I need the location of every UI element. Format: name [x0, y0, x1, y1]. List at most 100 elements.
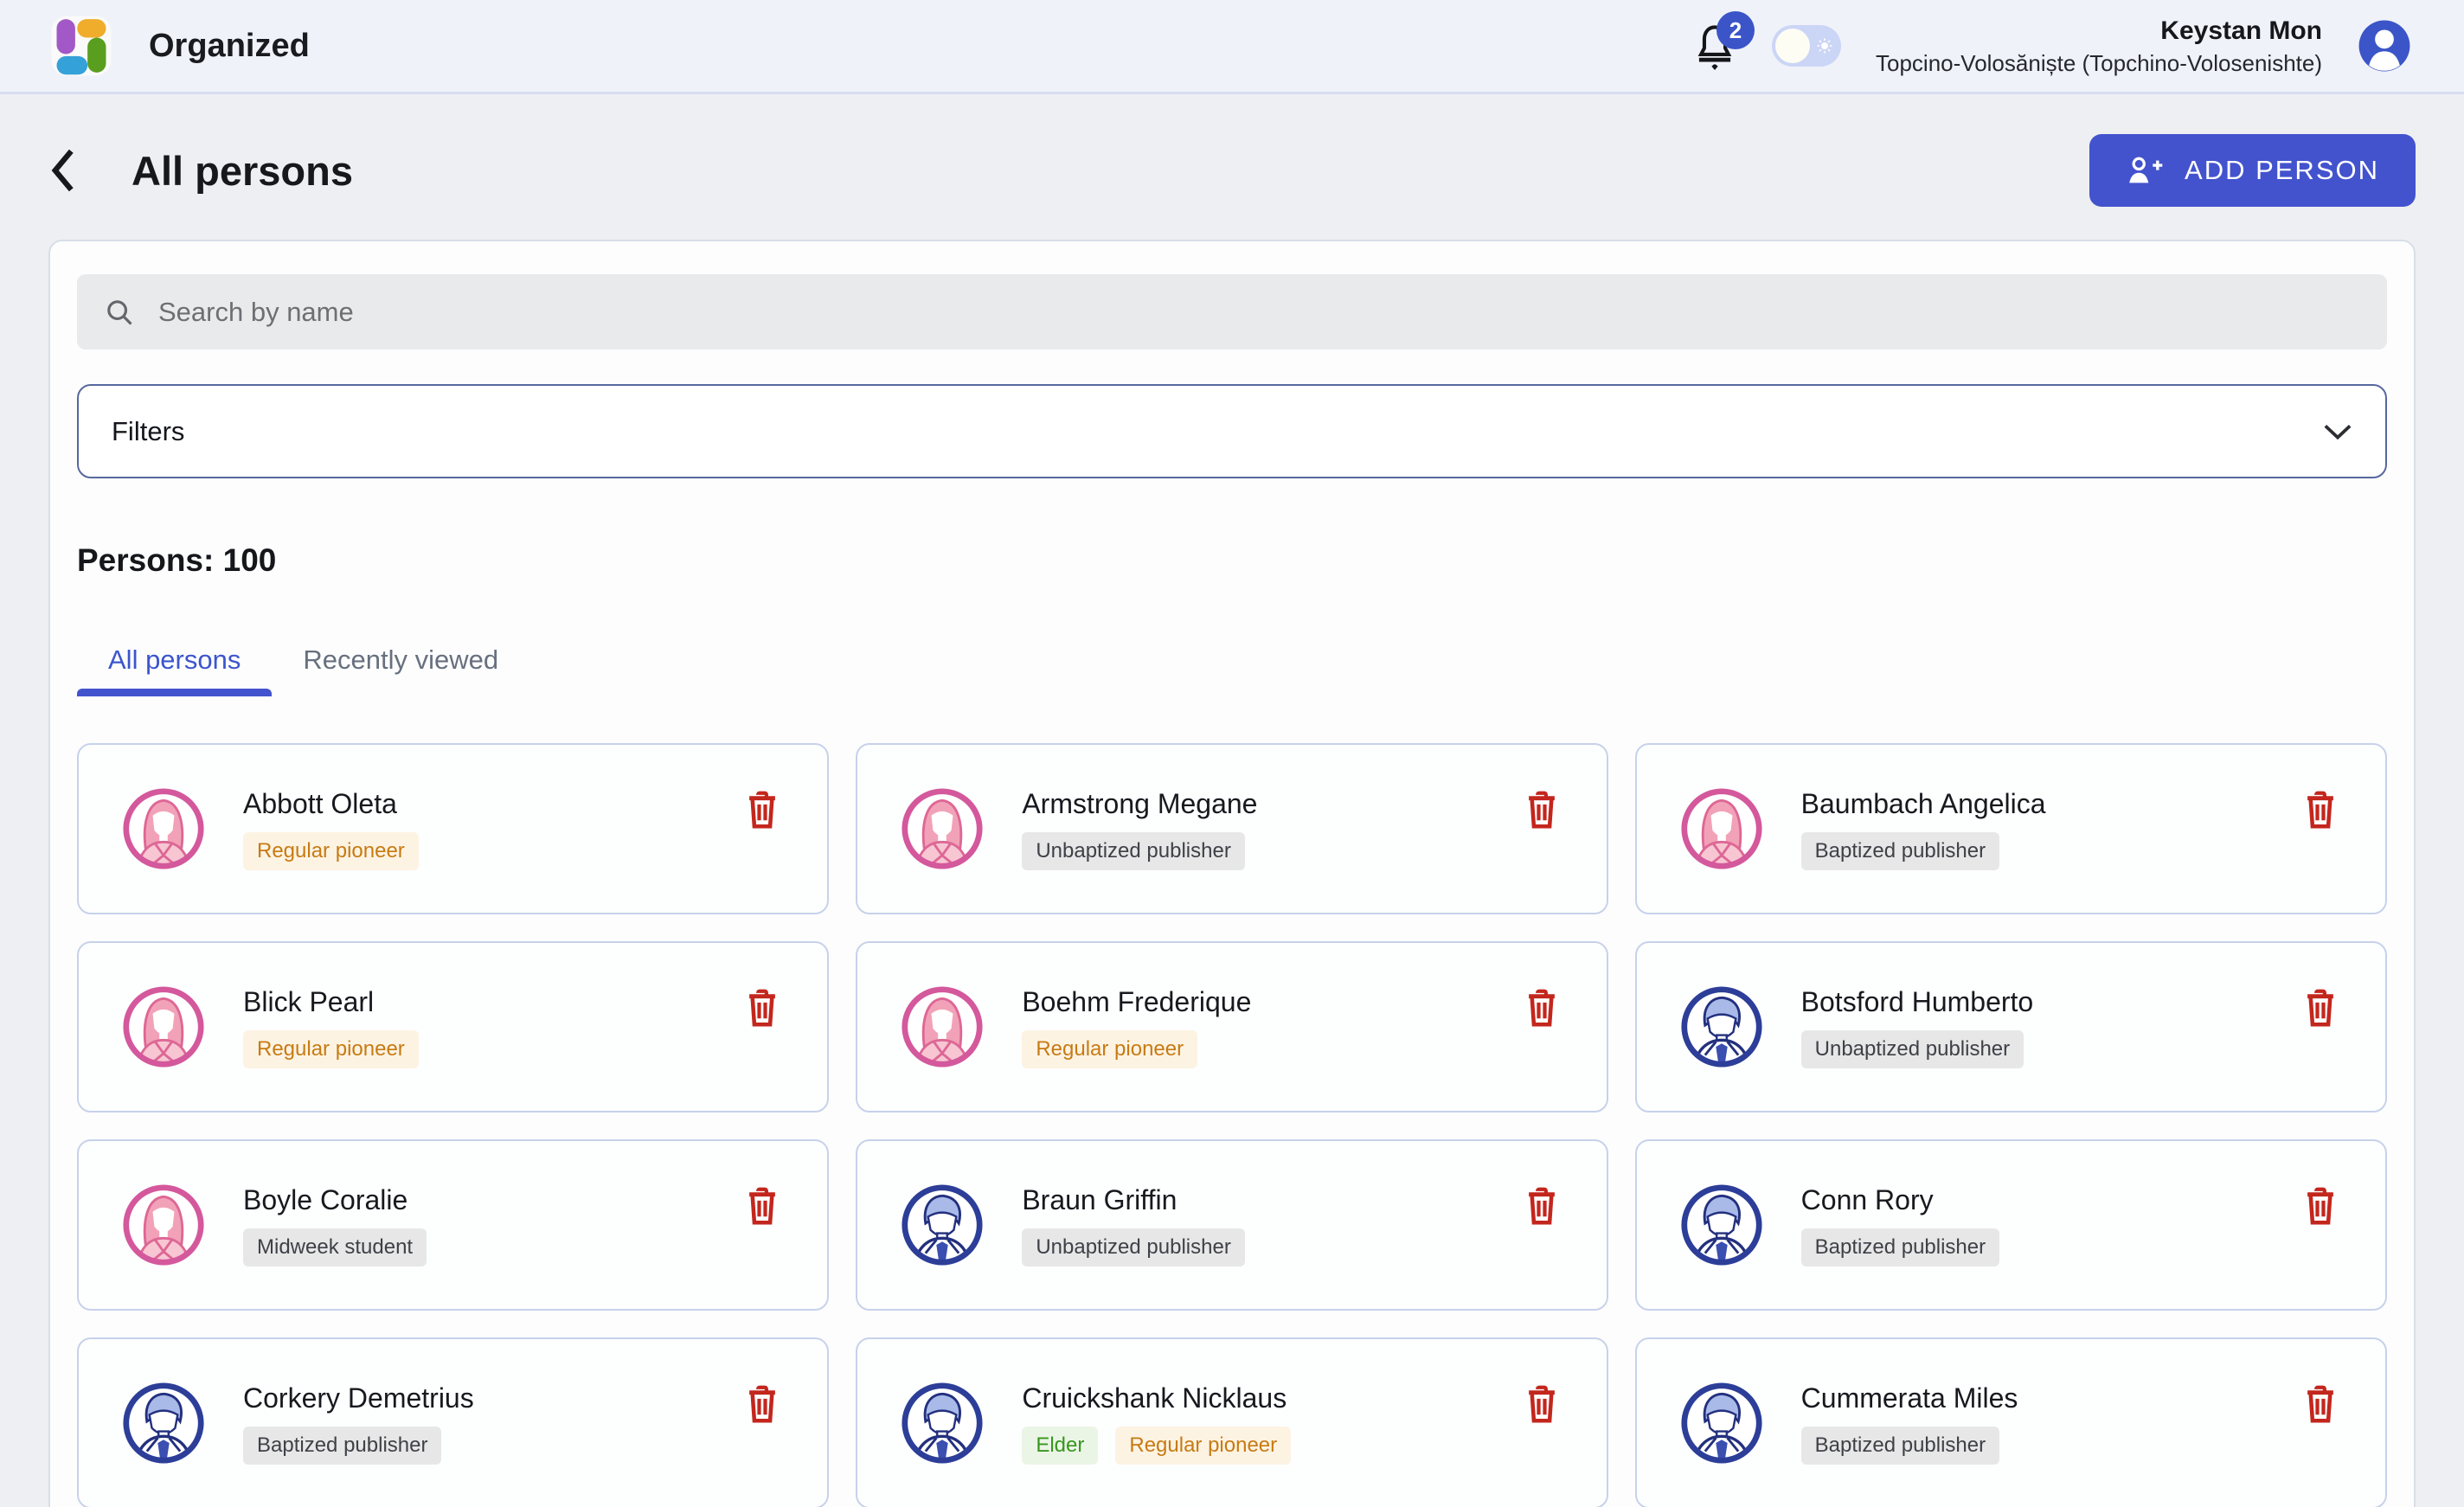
person-name: Cummerata Miles [1800, 1382, 2018, 1414]
person-badges: Baptized publisher [1800, 1426, 2018, 1465]
person-avatar [122, 787, 205, 870]
persons-count: Persons: 100 [77, 542, 277, 578]
filters-dropdown[interactable]: Filters [77, 384, 2387, 478]
person-badges: Unbaptized publisher [1022, 1228, 1245, 1267]
person-badge: Unbaptized publisher [1022, 1228, 1245, 1267]
person-name: Corkery Demetrius [243, 1382, 474, 1414]
person-name: Armstrong Megane [1022, 787, 1258, 819]
person-card[interactable]: Cruickshank Nicklaus Elder Regular pionee… [856, 1337, 1608, 1507]
trash-icon [744, 988, 780, 1028]
user-congregation: Topcino-Volosăniște (Topchino-Volosenish… [1876, 49, 2322, 76]
delete-person-button[interactable] [2302, 790, 2339, 830]
delete-person-button[interactable] [1524, 988, 1560, 1028]
person-card[interactable]: Braun Griffin Unbaptized publisher [856, 1139, 1608, 1311]
delete-person-button[interactable] [2302, 988, 2339, 1028]
person-avatar [1680, 985, 1763, 1068]
chevron-left-icon [51, 149, 74, 192]
app-title: Organized [149, 27, 310, 64]
person-avatar [901, 985, 984, 1068]
back-button[interactable] [48, 148, 87, 193]
delete-person-button[interactable] [744, 790, 780, 830]
person-plus-icon [2129, 157, 2163, 183]
person-name: Botsford Humberto [1800, 985, 2034, 1017]
person-badges: Unbaptized publisher [1022, 831, 1257, 870]
app-logo-icon [51, 16, 112, 76]
person-avatar [1680, 1183, 1763, 1267]
delete-person-button[interactable] [744, 1186, 780, 1226]
person-badges: Baptized publisher [243, 1426, 474, 1465]
trash-icon [2302, 988, 2339, 1028]
person-card[interactable]: Boyle Coralie Midweek student [77, 1139, 830, 1311]
person-badge: Regular pioneer [243, 1029, 419, 1068]
person-name: Braun Griffin [1022, 1183, 1177, 1215]
chevron-down-icon [2324, 424, 2352, 439]
person-badge: Unbaptized publisher [1800, 1029, 2024, 1068]
trash-icon [744, 1384, 780, 1424]
person-badge: Baptized publisher [243, 1426, 442, 1465]
search-icon [107, 299, 132, 325]
person-name: Boyle Coralie [243, 1183, 408, 1215]
delete-person-button[interactable] [1524, 1186, 1560, 1226]
person-avatar [1680, 1382, 1763, 1465]
trash-icon [2302, 1384, 2339, 1424]
person-badge: Regular pioneer [1115, 1426, 1292, 1465]
trash-icon [1524, 790, 1560, 830]
delete-person-button[interactable] [744, 988, 780, 1028]
trash-icon [1524, 1186, 1560, 1226]
delete-person-button[interactable] [1524, 1384, 1560, 1424]
theme-toggle[interactable] [1772, 25, 1842, 67]
person-badges: Regular pioneer [243, 831, 419, 870]
notifications-button[interactable]: 2 [1692, 11, 1755, 70]
person-avatar [901, 1183, 984, 1267]
person-card[interactable]: Baumbach Angelica Baptized publisher [1634, 743, 2387, 914]
person-card[interactable]: Boehm Frederique Regular pioneer [856, 941, 1608, 1113]
person-card[interactable]: Conn Rory Baptized publisher [1634, 1139, 2387, 1311]
toggle-knob [1775, 29, 1811, 63]
person-badges: Regular pioneer [243, 1029, 419, 1068]
user-name: Keystan Mon [2160, 16, 2322, 45]
person-card[interactable]: Botsford Humberto Unbaptized publisher [1634, 941, 2387, 1113]
topbar: Organized 2 Keystan Mon Topcino-Volosăni [0, 0, 2464, 94]
add-person-label: ADD PERSON [2185, 155, 2379, 185]
person-name: Conn Rory [1800, 1183, 1934, 1215]
trash-icon [1524, 1384, 1560, 1424]
tab-all-persons[interactable]: All persons [77, 632, 273, 696]
user-info: Keystan Mon Topcino-Volosăniște (Topchin… [1876, 15, 2322, 77]
person-badges: Baptized publisher [1800, 831, 2046, 870]
persons-grid: Abbott Oleta Regular pioneer Armstrong M… [77, 743, 2387, 1507]
person-badge: Regular pioneer [243, 831, 419, 870]
tabs: All persons Recently viewed [77, 632, 2387, 696]
search-input[interactable] [158, 296, 2361, 328]
user-avatar[interactable] [2357, 18, 2412, 74]
person-badge: Baptized publisher [1800, 1228, 2000, 1267]
trash-icon [744, 790, 780, 830]
page-title: All persons [132, 147, 353, 194]
person-badge: Regular pioneer [1022, 1029, 1198, 1068]
person-card[interactable]: Cummerata Miles Baptized publisher [1634, 1337, 2387, 1507]
person-card[interactable]: Corkery Demetrius Baptized publisher [77, 1337, 830, 1507]
person-badge: Baptized publisher [1800, 1426, 2000, 1465]
search-bar [77, 274, 2387, 349]
person-avatar [901, 1382, 984, 1465]
person-card[interactable]: Blick Pearl Regular pioneer [77, 941, 830, 1113]
delete-person-button[interactable] [744, 1384, 780, 1424]
person-badge: Unbaptized publisher [1022, 831, 1245, 870]
page-header: All persons ADD PERSON [0, 134, 2464, 207]
notifications-count-badge: 2 [1716, 11, 1755, 49]
person-avatar [122, 1382, 205, 1465]
person-avatar [1680, 787, 1763, 870]
delete-person-button[interactable] [2302, 1384, 2339, 1424]
delete-person-button[interactable] [1524, 790, 1560, 830]
person-avatar [122, 985, 205, 1068]
tab-recently-viewed[interactable]: Recently viewed [303, 644, 499, 675]
person-badges: Regular pioneer [1022, 1029, 1251, 1068]
add-person-button[interactable]: ADD PERSON [2089, 134, 2416, 207]
person-name: Boehm Frederique [1022, 985, 1252, 1017]
person-avatar [122, 1183, 205, 1267]
person-badge: Elder [1022, 1426, 1099, 1465]
person-card[interactable]: Armstrong Megane Unbaptized publisher [856, 743, 1608, 914]
sun-icon [1817, 38, 1832, 54]
person-badges: Unbaptized publisher [1800, 1029, 2034, 1068]
person-card[interactable]: Abbott Oleta Regular pioneer [77, 743, 830, 914]
delete-person-button[interactable] [2302, 1186, 2339, 1226]
